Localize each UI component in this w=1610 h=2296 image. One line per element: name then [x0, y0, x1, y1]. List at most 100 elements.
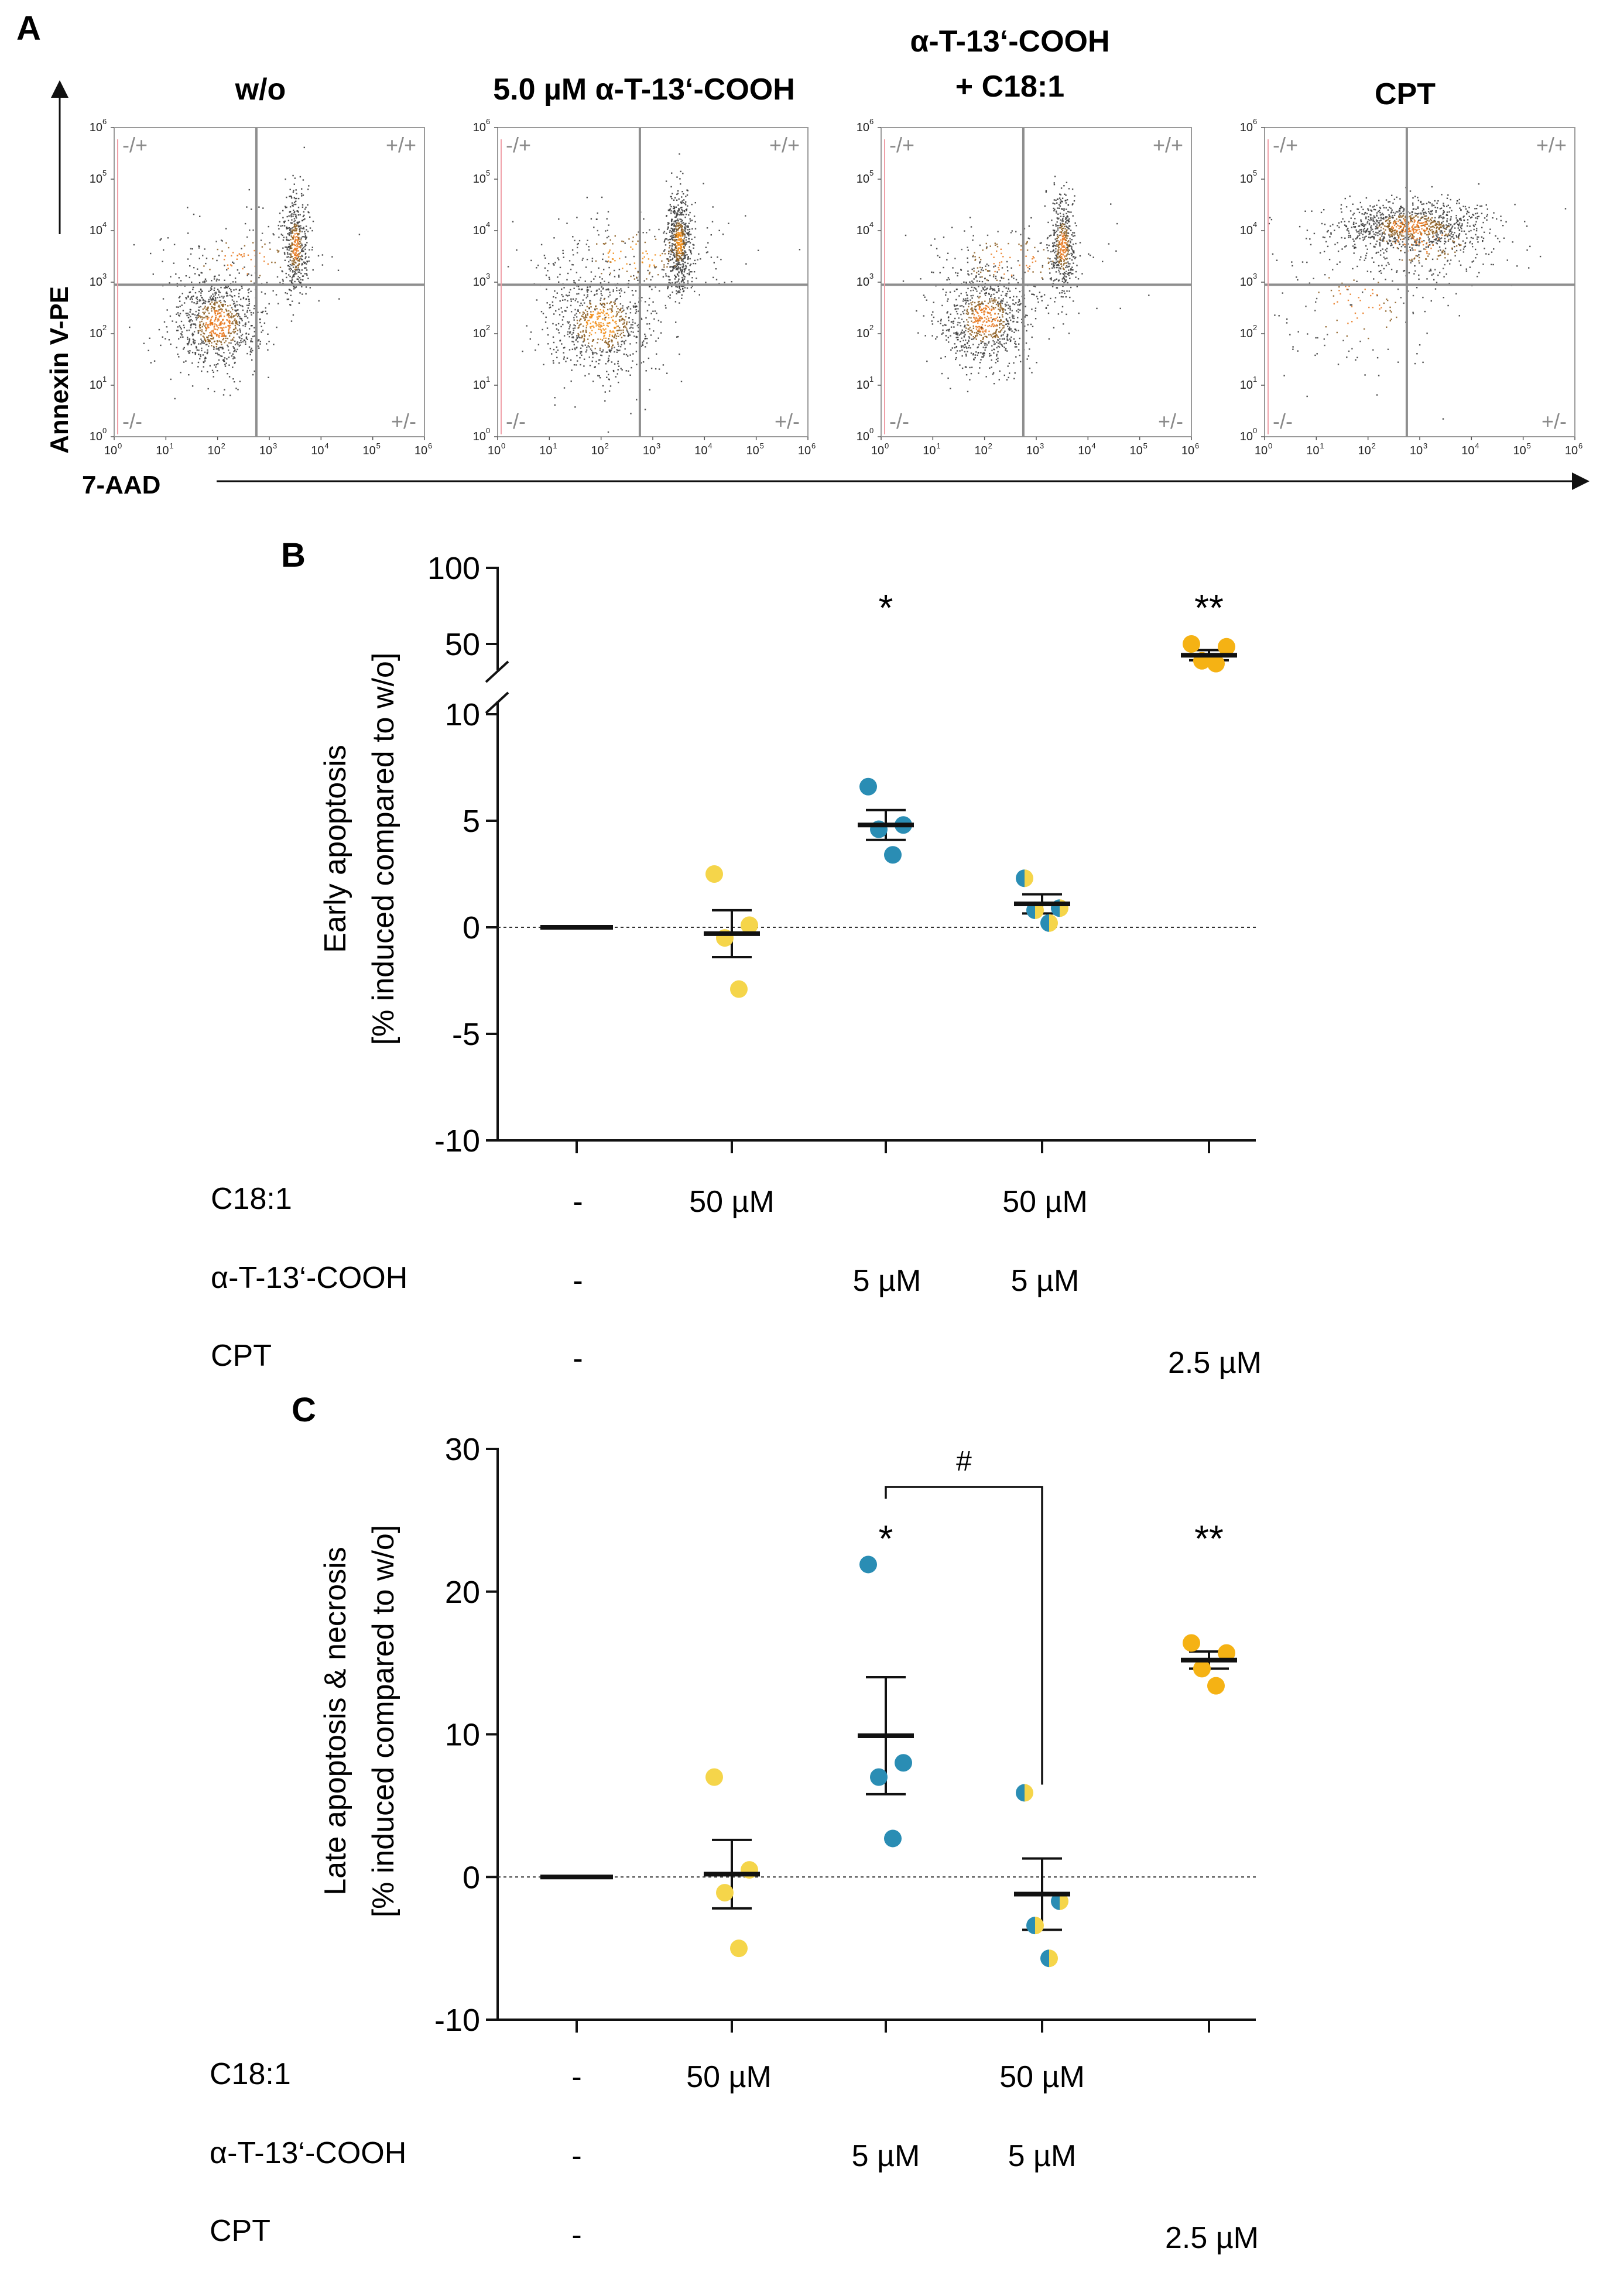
- flow-dot: [204, 302, 206, 304]
- y-tick-exponent: 1: [486, 375, 490, 383]
- flow-dot: [297, 266, 299, 268]
- y-tick-label: 10: [473, 327, 486, 340]
- x-tick-label: 10: [1078, 444, 1091, 457]
- flow-dot: [213, 289, 215, 292]
- flow-dot: [975, 320, 977, 321]
- flow-dot: [586, 306, 588, 307]
- flow-dot: [1068, 275, 1070, 276]
- flow-dot: [635, 243, 637, 245]
- flow-dot: [232, 378, 234, 380]
- flow-dot: [926, 299, 927, 301]
- flow-dot: [676, 263, 677, 265]
- flow-dot: [686, 226, 688, 228]
- flow-dot: [227, 286, 229, 287]
- flow-dot: [691, 238, 693, 240]
- y-tick-label: 10: [857, 276, 869, 289]
- flow-dot: [205, 344, 207, 345]
- flow-dot: [688, 214, 690, 216]
- flow-dot: [566, 306, 568, 309]
- flow-dot: [1057, 237, 1060, 238]
- flow-dot: [952, 267, 954, 269]
- flow-dot: [203, 265, 205, 267]
- flow-dot: [625, 313, 627, 314]
- flow-dot: [201, 325, 203, 328]
- flow-dot: [614, 269, 615, 272]
- flow-dot: [289, 247, 291, 249]
- flow-dot: [545, 275, 547, 276]
- flow-dot: [163, 321, 166, 323]
- flow-dot: [986, 279, 988, 281]
- flow-dot: [604, 400, 606, 402]
- flow-dot: [573, 317, 575, 318]
- flow-dot: [676, 245, 678, 247]
- flow-dot: [924, 296, 926, 298]
- flow-dot: [675, 206, 677, 208]
- flow-dot: [234, 277, 237, 279]
- flow-dot: [1053, 182, 1055, 184]
- flow-dot: [652, 301, 654, 303]
- flow-dot: [1416, 213, 1417, 215]
- flow-dot: [676, 233, 677, 235]
- flow-dot: [239, 328, 241, 330]
- x-tick-label: 10: [694, 444, 707, 457]
- flow-dot: [979, 303, 981, 305]
- flow-dot: [296, 278, 298, 280]
- flow-dot: [682, 239, 684, 241]
- flow-dot: [294, 197, 296, 200]
- flow-dot: [578, 279, 580, 281]
- flow-dot: [968, 340, 970, 342]
- flow-dot: [203, 333, 205, 335]
- flow-dot: [677, 231, 679, 234]
- flow-dot: [1061, 311, 1063, 313]
- flow-dot: [665, 273, 667, 275]
- flow-dot: [567, 272, 569, 275]
- flow-dot: [616, 290, 618, 292]
- flow-dot: [994, 288, 995, 290]
- flow-dot: [294, 249, 296, 251]
- flow-dot: [217, 313, 218, 315]
- flow-dot: [302, 179, 304, 181]
- flow-dot: [1057, 229, 1059, 231]
- flow-dot: [611, 309, 613, 311]
- flow-dot: [686, 194, 688, 196]
- flow-dot: [557, 349, 559, 351]
- flow-dot: [609, 303, 611, 304]
- flow-dot: [1006, 304, 1008, 306]
- flow-dot: [1005, 293, 1007, 295]
- flow-dot: [234, 350, 235, 352]
- flow-dot: [962, 298, 965, 300]
- flow-dot: [177, 353, 179, 355]
- flow-dots: [129, 146, 361, 400]
- flow-dot: [612, 243, 614, 245]
- flow-dot: [598, 315, 600, 317]
- flow-dot: [295, 286, 297, 288]
- flow-dot: [1001, 335, 1002, 337]
- flow-dot: [235, 281, 237, 283]
- flow-dot: [198, 325, 201, 327]
- flow-dot: [996, 335, 998, 337]
- flow-dot: [214, 323, 216, 325]
- flow-dot: [549, 348, 551, 349]
- flow-dot: [293, 229, 295, 231]
- flow-dot: [678, 252, 680, 253]
- flow-dot: [282, 270, 283, 273]
- flow-dot: [601, 273, 602, 275]
- flow-dot: [670, 210, 672, 212]
- flow-dot: [1063, 245, 1065, 246]
- flow-dot: [241, 256, 244, 258]
- flow-dot: [229, 333, 231, 335]
- flow-dot: [1011, 310, 1013, 311]
- x-tick-exponent: 6: [1195, 441, 1199, 450]
- flow-dot: [999, 343, 1001, 345]
- flow-dot: [681, 270, 683, 272]
- flow-dot: [678, 222, 680, 224]
- flow-dot: [996, 341, 998, 343]
- flow-dot: [567, 322, 570, 324]
- flow-dot: [189, 291, 191, 293]
- flow-dot: [977, 296, 979, 297]
- flow-dot: [655, 340, 657, 342]
- flow-dot: [1350, 217, 1352, 219]
- flow-dot: [1069, 258, 1071, 259]
- flow-dot: [223, 333, 225, 334]
- flow-dot: [1423, 240, 1425, 242]
